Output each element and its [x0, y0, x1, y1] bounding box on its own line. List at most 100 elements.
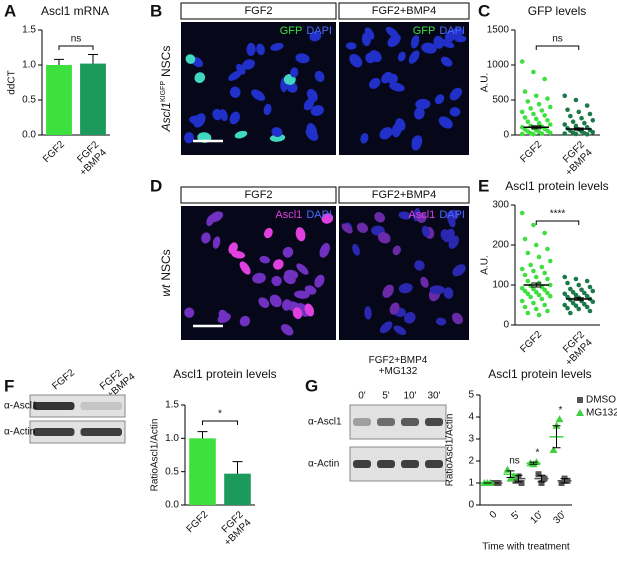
- annotation: ****: [550, 209, 566, 220]
- bar: [189, 438, 216, 505]
- nucleus: [398, 211, 412, 220]
- point: [531, 300, 536, 306]
- y-tick-label: 2: [468, 456, 474, 467]
- x-tick-label: FGF2: [518, 329, 544, 355]
- panel-letter: A: [4, 1, 16, 20]
- nucleus: [201, 232, 211, 244]
- nucleus: [447, 213, 456, 228]
- nucleus: [271, 275, 282, 287]
- y-tick-label: 100: [492, 280, 509, 291]
- y-tick-label: 200: [492, 240, 509, 251]
- nucleus: [273, 259, 284, 270]
- point: [542, 302, 547, 308]
- point: [568, 310, 573, 316]
- point: [573, 97, 579, 103]
- point: [587, 308, 593, 314]
- y-axis-label: RatioAscl1/Actin: [150, 419, 161, 492]
- nucleus: [416, 212, 427, 223]
- blot-band: [425, 460, 443, 468]
- point: [549, 446, 558, 453]
- point: [584, 103, 590, 108]
- error-bar: [514, 474, 523, 483]
- point: [584, 278, 590, 284]
- point: [531, 222, 536, 228]
- channel: Ascl1: [408, 209, 435, 221]
- nucleus: [414, 260, 425, 271]
- point: [538, 480, 545, 486]
- point: [573, 123, 579, 129]
- nucleus: [294, 290, 310, 299]
- nucleus: [251, 89, 266, 101]
- y-axis-label: RatioAscl1/Actin: [445, 414, 456, 487]
- image-header: FGF2: [244, 5, 272, 17]
- point: [542, 113, 547, 118]
- blot-row-label: α-Actin: [308, 459, 339, 470]
- channel: GFP: [280, 25, 303, 37]
- blot-band: [353, 460, 371, 468]
- point: [570, 289, 576, 295]
- nucleus: [440, 56, 453, 67]
- y-tick-label: 1.0: [165, 433, 179, 444]
- nucleus: [415, 98, 431, 110]
- nucleus: [421, 225, 430, 238]
- nucleus: [206, 214, 215, 227]
- nucleus: [411, 135, 423, 151]
- y-tick-label: 0.0: [165, 500, 179, 511]
- point: [533, 289, 539, 295]
- point: [565, 107, 570, 113]
- y-tick-label: 0: [503, 320, 509, 331]
- nucleus: [239, 261, 251, 275]
- channel-label: Ascl1 DAPI: [408, 209, 465, 221]
- y-tick-label: 1500: [487, 25, 510, 36]
- chart-title: Ascl1 protein levels: [505, 179, 608, 193]
- nucleus: [271, 127, 283, 137]
- point: [576, 282, 582, 288]
- nucleus: [364, 27, 375, 40]
- point: [547, 104, 553, 110]
- nucleus: [443, 287, 454, 299]
- row-label-part: Ascl1: [159, 102, 173, 132]
- lane-label: 30': [427, 391, 440, 402]
- blot-header: FGF2+BMP4 +MG132: [369, 355, 428, 377]
- point: [547, 258, 553, 264]
- point: [565, 294, 570, 300]
- header-box: [338, 2, 470, 20]
- chart-title: Ascl1 mRNA: [41, 4, 109, 18]
- nucleus: [184, 307, 195, 318]
- point: [555, 415, 564, 423]
- nucleus: [319, 242, 330, 258]
- nucleus: [397, 51, 406, 62]
- lane-label: 10': [403, 391, 416, 402]
- channel: DAPI: [439, 25, 465, 37]
- y-axis-label: ddCT: [7, 70, 18, 94]
- error-bar: [537, 474, 546, 483]
- point: [522, 304, 528, 310]
- bar: [80, 63, 106, 135]
- point: [547, 293, 553, 299]
- point: [576, 306, 582, 312]
- point: [542, 287, 547, 293]
- point: [531, 111, 536, 117]
- blot-band: [353, 418, 371, 426]
- point: [539, 131, 545, 136]
- significance-bracket: [535, 220, 580, 225]
- point: [573, 131, 579, 137]
- error-bar: [573, 297, 584, 301]
- point: [519, 285, 525, 291]
- point: [579, 115, 584, 121]
- panel-letter: E: [478, 176, 489, 195]
- point: [525, 99, 531, 104]
- error-bar: [529, 461, 538, 465]
- point: [519, 298, 525, 304]
- nucleus: [306, 123, 318, 139]
- x-tick-label: FGF2+BMP4: [214, 509, 253, 548]
- lane-label: 0': [358, 391, 366, 402]
- nucleus: [449, 87, 462, 101]
- point: [573, 292, 579, 298]
- nucleus: [217, 313, 231, 324]
- y-tick-label: 3: [468, 434, 474, 445]
- nucleus: [443, 228, 455, 243]
- nucleus: [395, 118, 406, 131]
- point: [547, 122, 553, 127]
- nucleus: [345, 42, 357, 50]
